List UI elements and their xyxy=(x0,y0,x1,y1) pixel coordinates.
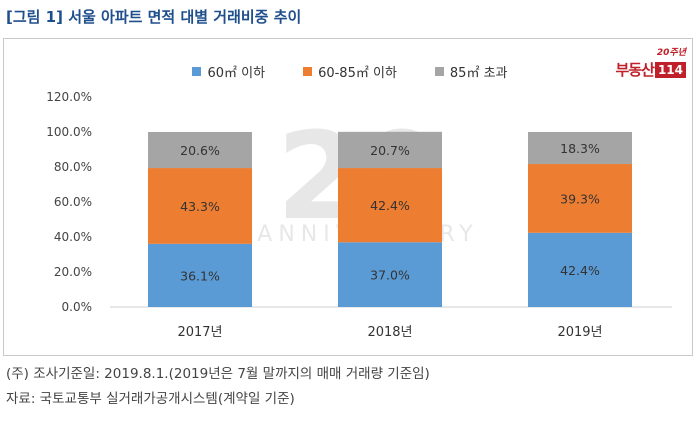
note-survey-date: (주) 조사기준일: 2019.8.1.(2019년은 7월 말까지의 매매 거… xyxy=(6,366,430,382)
chart-notes: (주) 조사기준일: 2019.8.1.(2019년은 7월 말까지의 매매 거… xyxy=(6,362,430,412)
y-tick-label: 100.0% xyxy=(46,125,92,139)
legend-item-medium: 60-85㎡ 이하 xyxy=(303,62,397,81)
data-label-small: 36.1% xyxy=(180,268,220,283)
legend-label-large: 85㎡ 초과 xyxy=(449,66,508,81)
data-label-small: 37.0% xyxy=(370,268,410,283)
logo-anniversary-text: 20주년 xyxy=(656,48,686,58)
y-tick-label: 40.0% xyxy=(54,230,92,244)
chart-frame xyxy=(3,38,693,356)
bar-medium-2017년 xyxy=(148,168,252,244)
bar-small-2018년 xyxy=(338,242,442,307)
legend-label-small: 60㎡ 이하 xyxy=(207,66,266,81)
legend-swatch-medium xyxy=(303,67,313,76)
bar-large-2019년 xyxy=(528,132,632,165)
data-label-large: 20.7% xyxy=(370,143,410,158)
legend-item-large: 85㎡ 초과 xyxy=(434,62,508,81)
x-category-label: 2018년 xyxy=(367,325,412,340)
bar-large-2017년 xyxy=(148,132,252,169)
chart-legend: 60㎡ 이하 60-85㎡ 이하 85㎡ 초과 xyxy=(0,62,700,81)
legend-label-medium: 60-85㎡ 이하 xyxy=(318,66,397,81)
data-label-large: 20.6% xyxy=(180,143,220,158)
y-tick-label: 60.0% xyxy=(54,195,92,209)
bar-large-2018년 xyxy=(338,131,442,169)
data-label-medium: 42.4% xyxy=(370,198,410,213)
data-label-large: 18.3% xyxy=(560,141,600,156)
logo-brand-number: 114 xyxy=(654,61,686,78)
legend-item-small: 60㎡ 이하 xyxy=(192,62,265,81)
logo-brand-text: 부동산 xyxy=(615,61,655,79)
data-label-small: 42.4% xyxy=(560,263,600,278)
x-category-label: 2017년 xyxy=(177,325,222,340)
note-source: 자료: 국토교통부 실거래가공개시스템(계약일 기준) xyxy=(6,391,295,407)
brand-logo: 20주년 부동산 114 xyxy=(616,48,686,80)
data-label-medium: 43.3% xyxy=(180,199,220,214)
y-tick-label: 120.0% xyxy=(46,90,92,104)
y-tick-label: 0.0% xyxy=(62,300,93,314)
chart-title: [그림 1] 서울 아파트 면적 대별 거래비중 추이 xyxy=(6,8,302,26)
y-tick-label: 80.0% xyxy=(54,160,92,174)
x-category-label: 2019년 xyxy=(557,325,602,340)
legend-swatch-large xyxy=(434,67,444,76)
bar-small-2017년 xyxy=(148,243,252,307)
y-tick-label: 20.0% xyxy=(54,265,92,279)
bar-small-2019년 xyxy=(528,232,632,307)
legend-swatch-small xyxy=(192,67,202,76)
bar-medium-2019년 xyxy=(528,164,632,233)
bar-medium-2018년 xyxy=(338,168,442,243)
data-label-medium: 39.3% xyxy=(560,191,600,206)
